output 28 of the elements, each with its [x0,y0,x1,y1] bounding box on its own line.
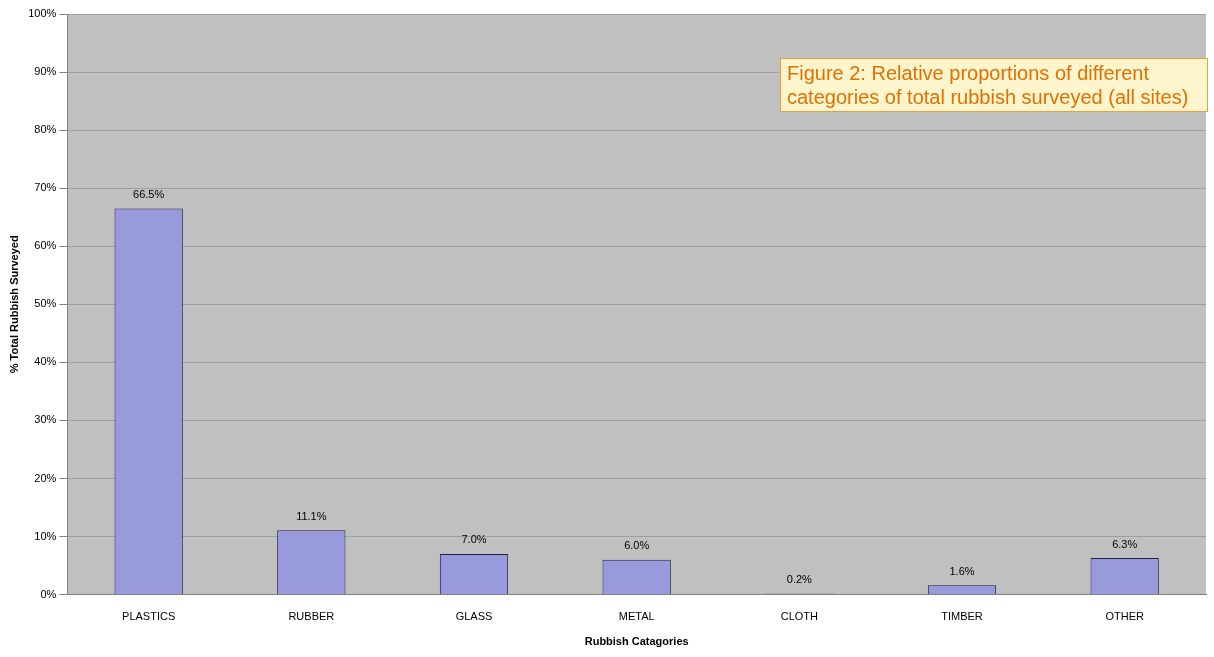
y-tick-label: 50% [34,297,57,310]
x-tick-label: PLASTICS [122,610,176,623]
y-tick-label: 10% [34,529,57,542]
y-tick-label: 60% [34,239,57,252]
y-tick-label: 100% [28,7,57,20]
x-tick-label: METAL [618,610,655,623]
y-tick-label: 20% [34,471,57,484]
data-label: 66.5% [133,188,165,201]
x-tick-label: CLOTH [780,610,819,623]
data-label: 6.0% [624,539,650,552]
y-axis-title: % Total Rubbish Surveyed [7,235,20,374]
x-axis-title: Rubbish Catagories [584,635,689,648]
annotation: Figure 2: Relative proportions of different categories of total rubbish surveyed (all sites) [780,58,1208,112]
y-tick-label: 0% [40,587,57,600]
x-tick-label: RUBBER [288,610,335,623]
data-label: 1.6% [949,564,975,577]
data-label: 0.2% [786,572,813,585]
y-tick-label: 30% [34,413,57,426]
data-label: 11.1% [296,509,327,522]
data-label: 6.3% [1112,537,1138,550]
data-label: 7.0% [461,533,487,546]
x-tick-label: GLASS [455,610,493,623]
x-tick-label: OTHER [1105,610,1144,623]
x-tick-label: TIMBER [941,610,983,623]
y-tick-label: 90% [34,65,57,78]
y-tick-label: 70% [34,181,57,194]
y-tick-label: 80% [34,123,57,136]
y-tick-label: 40% [34,355,57,368]
